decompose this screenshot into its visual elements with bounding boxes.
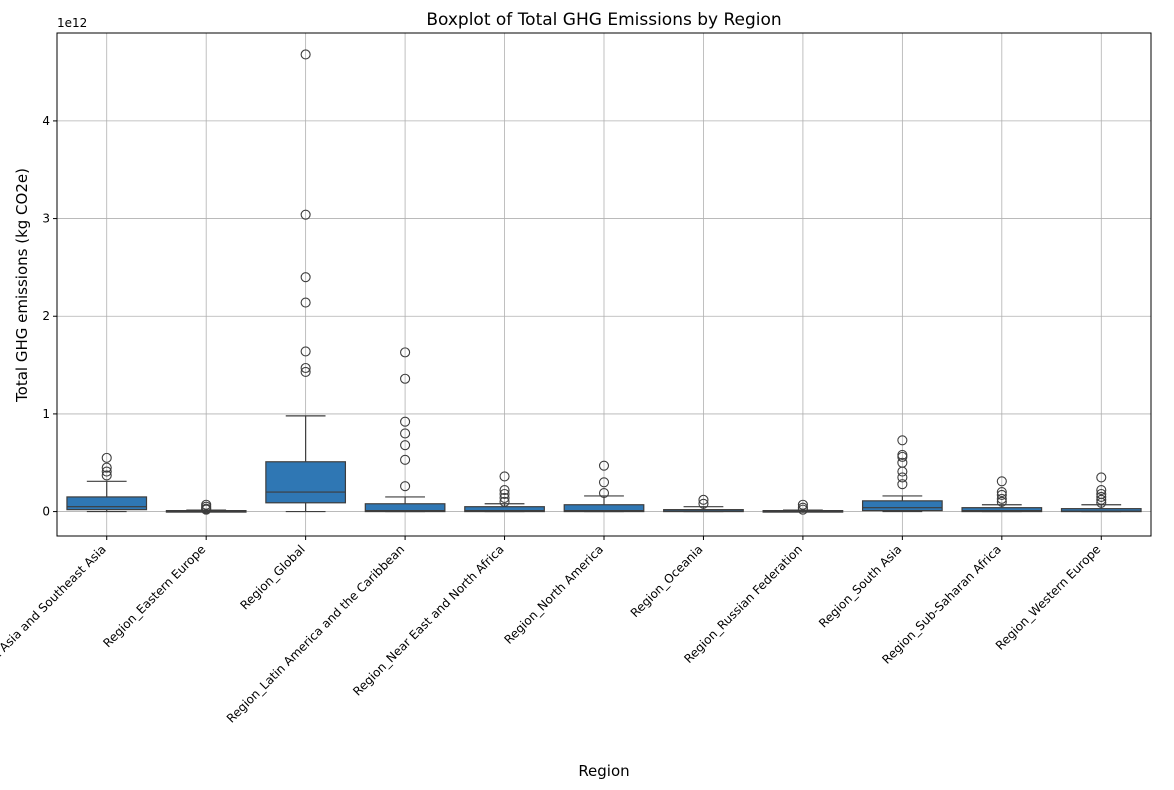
outlier-point xyxy=(698,498,709,509)
outlier-point xyxy=(996,476,1007,487)
box-group xyxy=(464,471,545,513)
outlier-point xyxy=(499,485,510,496)
outlier-point xyxy=(400,481,411,492)
x-tick-label: Region_Oceania xyxy=(628,542,706,620)
outlier-point xyxy=(1096,472,1107,483)
outlier-point xyxy=(897,479,908,490)
outlier-point xyxy=(101,466,112,477)
y-tick-label: 3 xyxy=(42,212,50,226)
iqr-box xyxy=(861,500,943,512)
iqr-box xyxy=(364,503,446,513)
x-tick-label: Region_Russian Federation xyxy=(681,542,805,666)
iqr-box xyxy=(66,496,148,511)
x-tick-label: Region_Latin America and the Caribbean xyxy=(224,542,407,725)
outlier-point xyxy=(300,49,311,60)
outlier-point xyxy=(996,493,1007,504)
outlier-point xyxy=(1096,494,1107,505)
outlier-point xyxy=(897,472,908,483)
outlier-point xyxy=(897,449,908,460)
outlier-point xyxy=(300,209,311,220)
outlier-point xyxy=(996,489,1007,501)
outlier-point xyxy=(400,416,411,427)
outlier-point xyxy=(1096,491,1107,502)
outlier-point xyxy=(201,499,212,510)
tick-layer: 0 1 2 3 4 Region_East Asia and Southeast Asia… xyxy=(0,114,1103,726)
box-group xyxy=(563,460,645,513)
y-tick-label: 4 xyxy=(42,114,50,128)
outlier-point xyxy=(698,494,709,505)
outlier-point xyxy=(300,346,311,357)
x-tick-label: Region_Sub-Saharan Africa xyxy=(879,542,1004,667)
iqr-box xyxy=(563,504,645,513)
outlier-point xyxy=(897,457,908,468)
outlier-point xyxy=(1096,485,1107,496)
outlier-point xyxy=(101,470,112,481)
box-group xyxy=(861,435,943,513)
outlier-point xyxy=(400,347,411,358)
x-tick-label: Region_Global xyxy=(237,542,307,612)
outlier-point xyxy=(400,373,411,384)
outlier-point xyxy=(300,362,311,374)
outlier-point xyxy=(499,471,510,482)
box-layer xyxy=(66,49,1142,515)
outlier-point xyxy=(400,428,411,439)
x-tick-label: Region_Eastern Europe xyxy=(100,542,208,650)
box-group xyxy=(762,499,844,515)
box-group xyxy=(364,347,446,513)
outlier-point xyxy=(598,487,610,499)
y-tick-label: 0 xyxy=(42,505,50,519)
box-group xyxy=(265,49,347,513)
box-group xyxy=(961,476,1043,513)
outlier-point xyxy=(797,499,808,510)
outlier-point xyxy=(1096,488,1107,500)
outlier-point xyxy=(499,492,510,503)
box-group xyxy=(663,494,744,513)
box-group xyxy=(165,499,247,515)
outlier-point xyxy=(996,496,1007,507)
iqr-box xyxy=(961,507,1043,513)
outlier-point xyxy=(400,454,411,465)
iqr-box xyxy=(265,461,347,504)
x-tick-label: Region_South Asia xyxy=(816,542,904,630)
grid-layer xyxy=(57,33,1151,536)
x-tick-label: Region_North America xyxy=(501,542,606,647)
outlier-point xyxy=(300,366,311,377)
outlier-point xyxy=(300,272,311,283)
outlier-point xyxy=(996,486,1007,498)
y-tick-label: 1 xyxy=(42,407,50,421)
outlier-point xyxy=(499,496,510,507)
x-tick-label: Region_East Asia and Southeast Asia xyxy=(0,542,109,709)
box-group xyxy=(66,452,148,513)
outlier-point xyxy=(499,488,510,500)
box-group xyxy=(1060,472,1142,513)
outlier-point xyxy=(101,462,112,473)
y-tick-label: 2 xyxy=(42,309,50,323)
outlier-point xyxy=(400,440,411,451)
x-axis-label: Region xyxy=(578,762,629,780)
x-tick-label: Region_Western Europe xyxy=(993,542,1104,653)
outlier-point xyxy=(598,460,610,471)
chart-title: Boxplot of Total GHG Emissions by Region xyxy=(426,10,781,30)
outlier-point xyxy=(598,477,610,488)
outlier-point xyxy=(300,297,311,308)
outlier-point xyxy=(797,502,808,513)
y-exponent-label: 1e12 xyxy=(57,16,87,30)
y-axis-label: Total GHG emissions (kg CO2e) xyxy=(13,168,31,403)
outlier-point xyxy=(101,452,112,463)
outlier-point xyxy=(897,435,908,446)
